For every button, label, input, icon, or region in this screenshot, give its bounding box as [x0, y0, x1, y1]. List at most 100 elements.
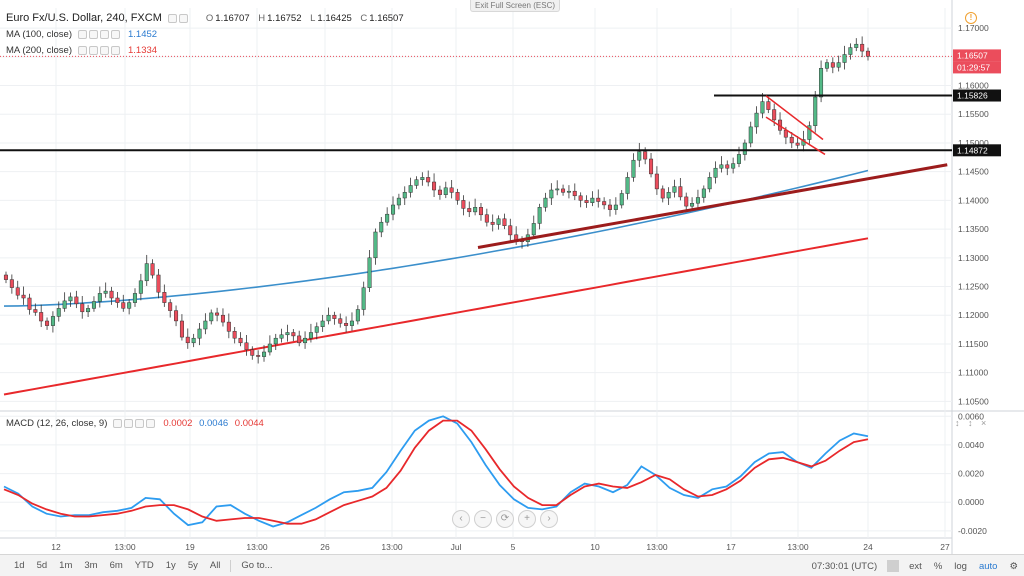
toolbar-divider — [887, 560, 900, 572]
eye-icon[interactable] — [78, 30, 87, 39]
candle-up — [555, 188, 560, 191]
symbol-title: Euro Fx/U.S. Dollar, 240, FXCM — [6, 12, 162, 24]
candle-up — [391, 204, 396, 215]
candle-up — [127, 302, 132, 309]
candle-down — [332, 314, 337, 319]
timeframe-1m[interactable]: 1m — [59, 560, 73, 571]
close-icon[interactable] — [146, 419, 156, 428]
macd-signal-line — [3, 419, 869, 525]
plus-icon[interactable] — [100, 46, 109, 55]
candle-down — [74, 296, 79, 305]
candle-down — [478, 207, 483, 216]
candle-up — [736, 154, 741, 164]
scroll-right-icon[interactable]: › — [540, 510, 558, 528]
log-toggle[interactable]: log — [954, 560, 967, 572]
candle-up — [566, 190, 571, 193]
candle-down — [502, 218, 507, 226]
candle-up — [385, 213, 390, 223]
timeframe-5y[interactable]: 5y — [187, 560, 198, 571]
exit-fullscreen-button[interactable]: Exit Full Screen (ESC) — [470, 0, 560, 12]
candle-up — [373, 231, 378, 259]
eye-icon[interactable] — [113, 419, 123, 428]
macd-axis-tick-label: -0.0020 — [958, 526, 987, 536]
bottom-toolbar: 1d 5d 1m 3m 6m YTD 1y 5y All Go to... 07… — [0, 554, 1024, 576]
candle-up — [285, 332, 290, 336]
candle-down — [766, 101, 771, 110]
candle-down — [725, 164, 730, 169]
candle-down — [584, 200, 589, 203]
candle-down — [578, 195, 583, 201]
timeframe-5d[interactable]: 5d — [36, 560, 48, 571]
candle-up — [760, 101, 765, 114]
time-axis-tick-label: 13:00 — [787, 542, 809, 552]
time-axis-tick-label: 10 — [590, 542, 600, 552]
candle-up — [631, 159, 636, 178]
macd-legend: MACD (12, 26, close, 9) 0.0002 0.0046 0.… — [6, 418, 268, 429]
zoom-out-icon[interactable]: − — [474, 510, 492, 528]
timeframe-all[interactable]: All — [209, 560, 221, 571]
settings-icon[interactable] — [89, 30, 98, 39]
timeframe-1y[interactable]: 1y — [165, 560, 176, 571]
candle-up — [549, 189, 554, 199]
alert-icon[interactable]: ! — [965, 12, 977, 24]
gear-icon[interactable]: ⚙ — [1009, 560, 1018, 572]
candle-up — [203, 320, 208, 330]
timeframe-3m[interactable]: 3m — [84, 560, 98, 571]
macd-axis-tick-label: 0.0060 — [958, 411, 984, 421]
auto-toggle[interactable]: auto — [978, 560, 998, 572]
settings-icon[interactable] — [89, 46, 98, 55]
candle-down — [156, 274, 161, 293]
candle-up — [414, 179, 419, 186]
plus-icon[interactable] — [135, 419, 145, 428]
candle-down — [860, 43, 865, 52]
price-axis-tick-label: 1.17000 — [958, 23, 989, 33]
candle-down — [602, 201, 607, 206]
settings-icon[interactable] — [124, 419, 134, 428]
time-axis-tick-label: 17 — [726, 542, 736, 552]
eye-icon[interactable] — [167, 13, 177, 23]
candle-down — [162, 292, 167, 303]
ext-toggle[interactable]: ext — [909, 560, 922, 572]
close-icon[interactable] — [111, 30, 120, 39]
plus-icon[interactable] — [100, 30, 109, 39]
candle-down — [338, 318, 343, 324]
candle-up — [701, 188, 706, 198]
close-icon[interactable] — [111, 46, 120, 55]
candle-up — [713, 167, 718, 178]
candle-up — [842, 54, 847, 63]
price-label-box — [953, 89, 1001, 102]
macd-line-value: 0.0046 — [199, 418, 229, 429]
timeframe-6m[interactable]: 6m — [109, 560, 123, 571]
price-axis-tick-label: 1.13500 — [958, 224, 989, 234]
goto-button[interactable]: Go to... — [241, 560, 273, 571]
candle-up — [848, 47, 853, 55]
pane-controls[interactable]: ↕ ↕ × — [955, 418, 990, 428]
scroll-left-icon[interactable]: ‹ — [452, 510, 470, 528]
ma100-buttons[interactable] — [78, 30, 120, 39]
utc-clock[interactable]: 07:30:01 (UTC) — [811, 560, 878, 572]
timeframe-ytd[interactable]: YTD — [134, 560, 154, 571]
timeframe-1d[interactable]: 1d — [14, 560, 25, 571]
percent-toggle[interactable]: % — [933, 560, 943, 572]
zoom-in-icon[interactable]: + — [518, 510, 536, 528]
symbol-legend-buttons[interactable] — [167, 13, 188, 23]
candle-down — [15, 287, 20, 296]
price-axis-label: 1.16507 — [957, 50, 988, 60]
navigation-controls[interactable]: ‹ − ⟳ + › — [452, 510, 558, 528]
reset-icon[interactable]: ⟳ — [496, 510, 514, 528]
candle-up — [86, 308, 91, 313]
macd-buttons[interactable] — [113, 419, 156, 428]
candle-up — [402, 192, 407, 199]
candle-up — [367, 257, 372, 288]
symbol-legend: Euro Fx/U.S. Dollar, 240, FXCM O 1.16707 … — [6, 12, 410, 24]
settings-icon[interactable] — [178, 13, 188, 23]
candle-up — [719, 164, 724, 169]
eye-icon[interactable] — [78, 46, 87, 55]
candle-up — [279, 334, 284, 339]
time-axis-tick-label: 13:00 — [646, 542, 668, 552]
ma200-buttons[interactable] — [78, 46, 120, 55]
candle-down — [250, 349, 255, 356]
ma200-value: 1.1334 — [128, 45, 158, 56]
